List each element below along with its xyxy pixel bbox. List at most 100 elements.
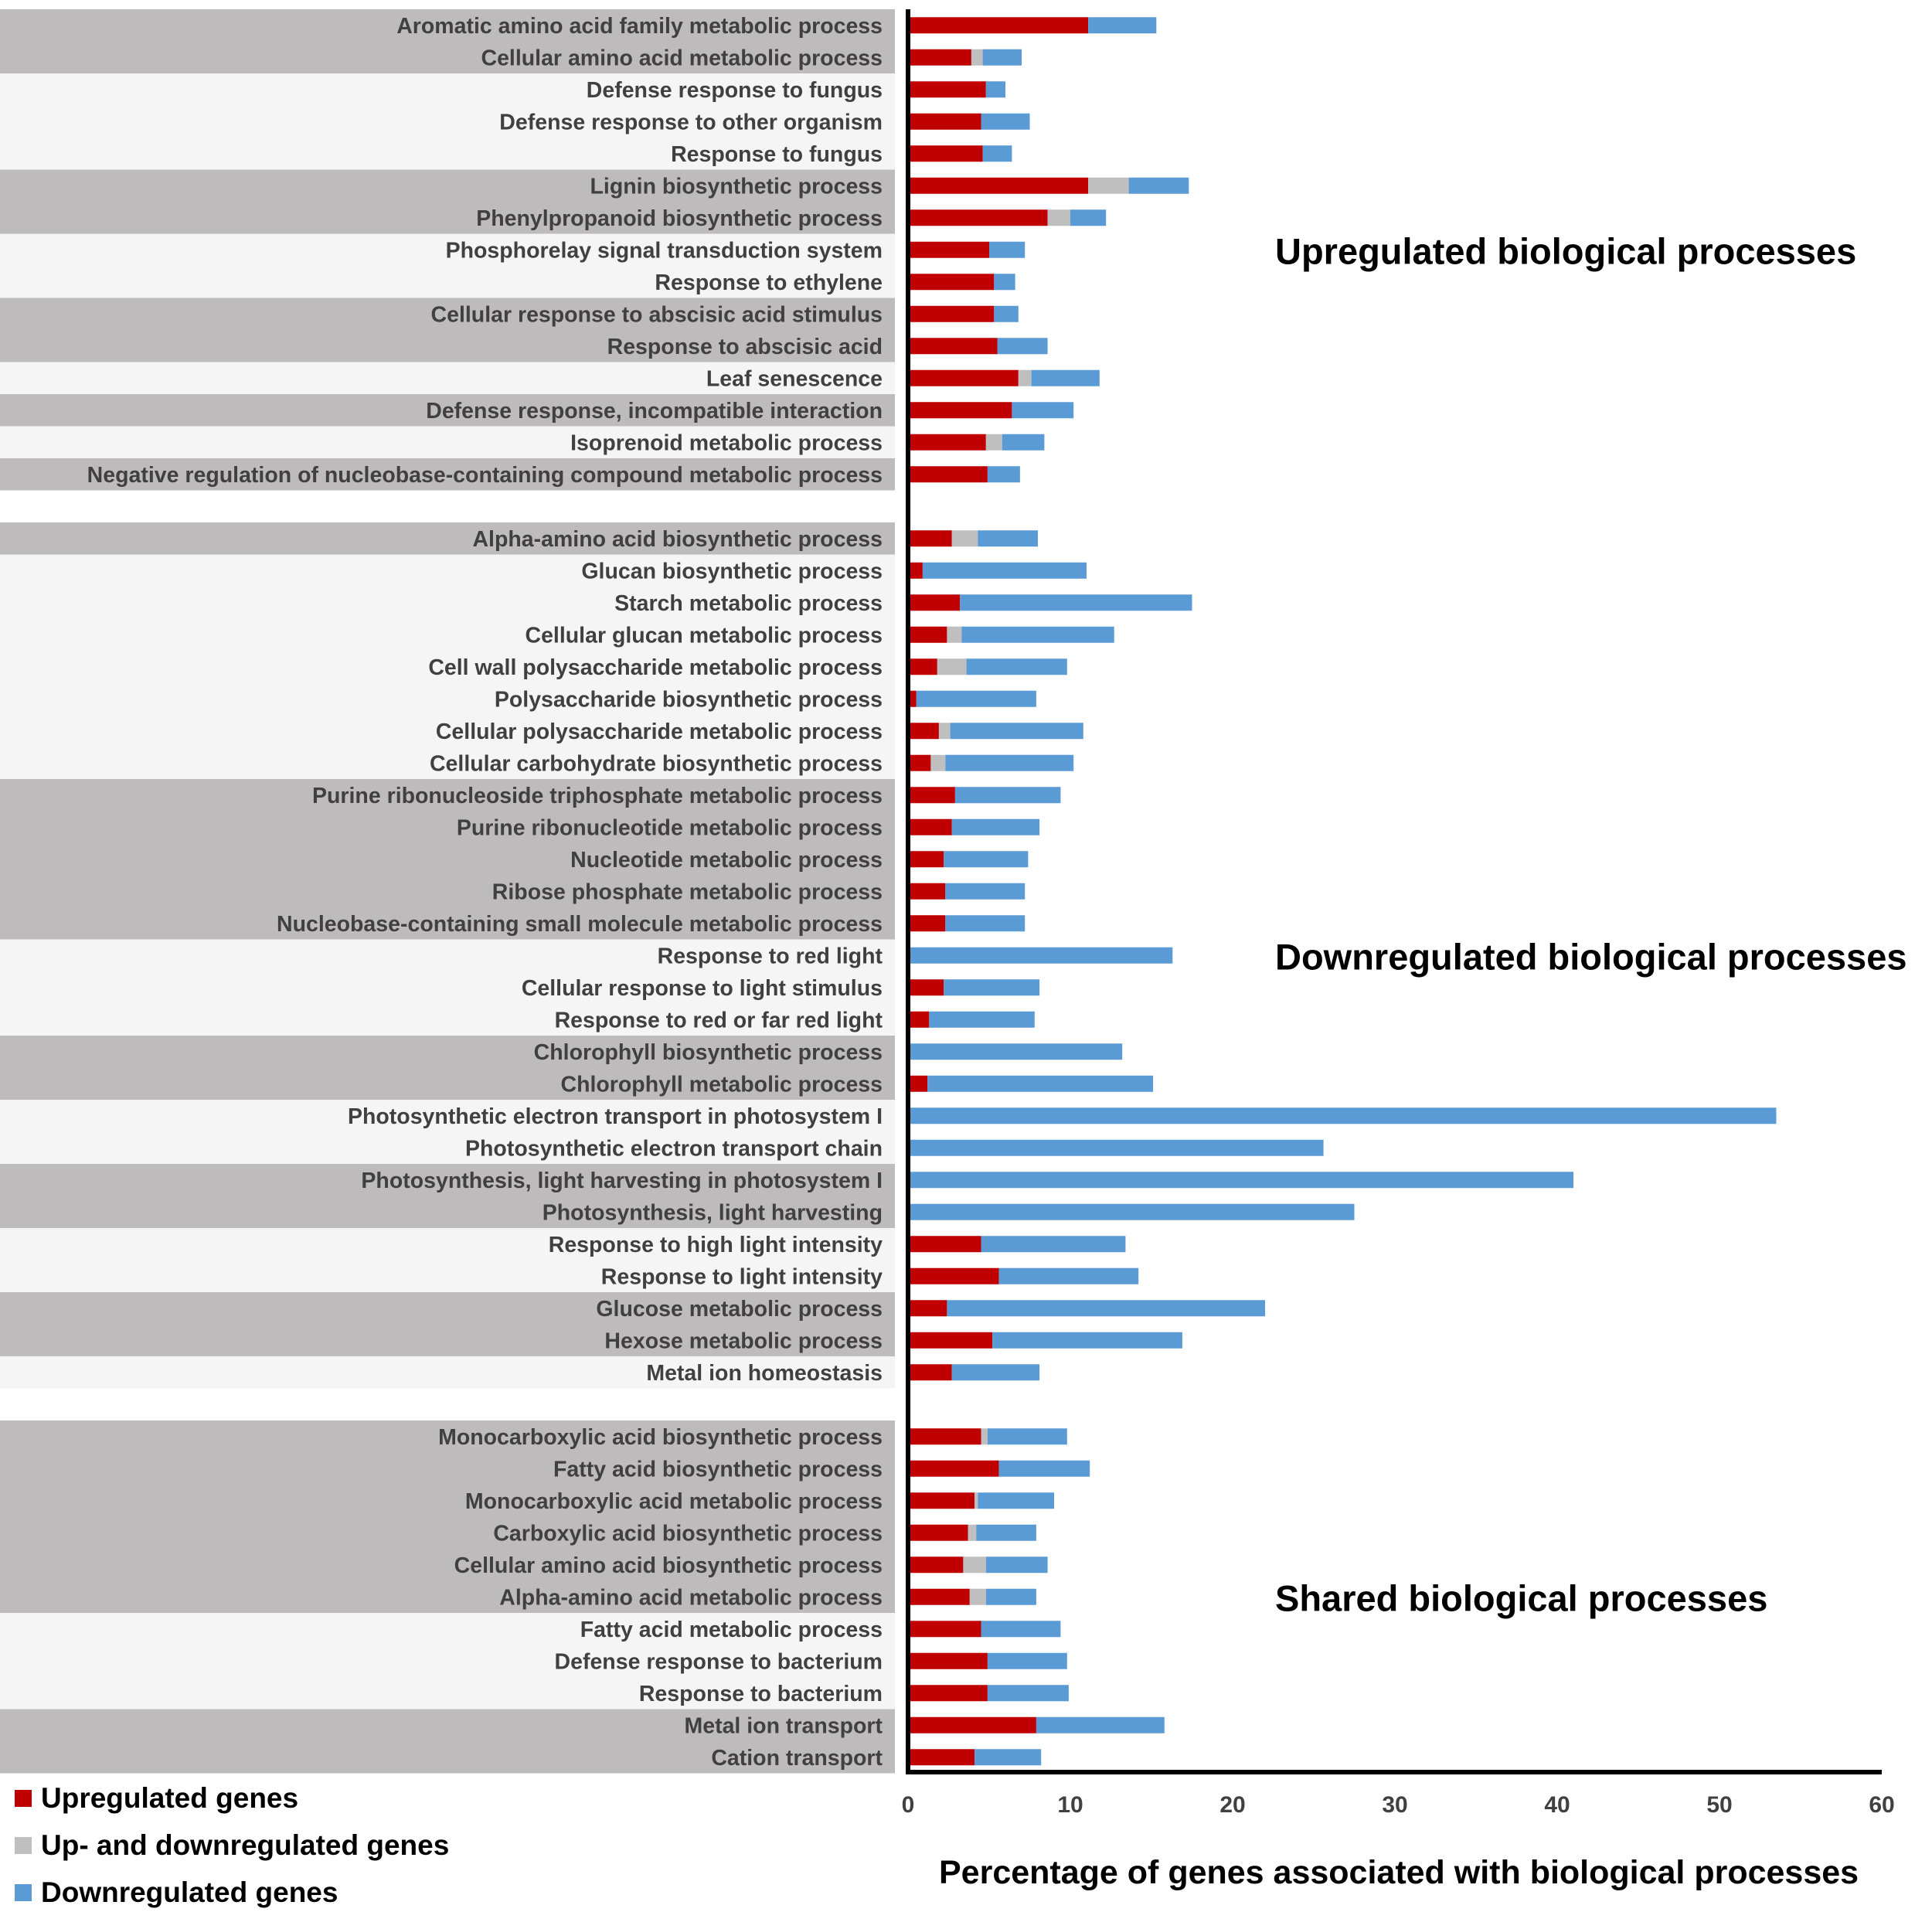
bar-up-and-down (963, 1556, 986, 1573)
category-label: Defense response to bacterium (555, 1649, 883, 1674)
bar-upregulated (908, 1011, 930, 1028)
category-label: Response to fungus (671, 142, 883, 167)
category-label: Ribose phosphate metabolic process (492, 879, 883, 904)
category-label: Carboxylic acid biosynthetic process (493, 1521, 883, 1546)
row-band (0, 1100, 895, 1132)
bar-downregulated (961, 626, 1114, 643)
category-label: Monocarboxylic acid metabolic process (465, 1489, 883, 1514)
bar-downregulated (1012, 402, 1074, 419)
bar-downregulated (945, 883, 1026, 900)
legend-swatch (15, 1884, 32, 1901)
x-tick-label: 40 (1544, 1792, 1570, 1818)
bar-upregulated (908, 851, 944, 868)
bar-downregulated (989, 241, 1026, 258)
bar-downregulated (944, 979, 1040, 996)
category-label: Defense response to fungus (587, 78, 883, 103)
row-band (0, 651, 895, 683)
x-axis-title: Percentage of genes associated with biol… (939, 1854, 1859, 1891)
row-band (0, 587, 895, 619)
bar-upregulated (908, 1332, 993, 1349)
bar-upregulated (908, 145, 983, 162)
row-band (0, 1131, 895, 1164)
bar-upregulated (908, 1524, 968, 1541)
category-label: Photosynthetic electron transport in pho… (348, 1104, 883, 1129)
bar-upregulated (908, 274, 995, 291)
row-band (0, 202, 895, 234)
category-label: Cellular carbohydrate biosynthetic proce… (430, 751, 883, 776)
bar-upregulated (908, 690, 917, 707)
bar-upregulated (908, 402, 1012, 419)
row-band (0, 715, 895, 747)
group-title: Upregulated biological processes (1275, 230, 1856, 271)
category-label: Response to high light intensity (549, 1233, 883, 1257)
bar-downregulated (1036, 1716, 1165, 1733)
bar-downregulated (1128, 177, 1189, 194)
bar-upregulated (908, 883, 946, 900)
row-band (0, 1485, 895, 1517)
category-label: Cell wall polysaccharide metabolic proce… (428, 655, 883, 680)
row-band (0, 1356, 895, 1389)
row-band (0, 394, 895, 427)
bar-upregulated (908, 594, 961, 611)
bar-upregulated (908, 818, 952, 835)
bar-downregulated (1031, 369, 1100, 386)
bar-downregulated (1070, 209, 1107, 226)
category-label: Cellular glucan metabolic process (526, 623, 883, 648)
bar-downregulated (981, 1621, 1061, 1638)
category-label: Polysaccharide biosynthetic process (495, 687, 883, 712)
row-band (0, 41, 895, 73)
bar-up-and-down (985, 434, 1002, 451)
category-label: Nucleotide metabolic process (570, 848, 883, 873)
bar-upregulated (908, 17, 1089, 34)
bar-up-and-down (1018, 369, 1032, 386)
bar-downregulated (981, 113, 1030, 130)
row-band (0, 1452, 895, 1485)
category-label: Fatty acid metabolic process (580, 1618, 883, 1642)
bar-downregulated (950, 723, 1083, 740)
x-tick-label: 20 (1219, 1792, 1245, 1818)
row-band (0, 747, 895, 779)
category-label: Metal ion transport (684, 1713, 883, 1738)
bar-downregulated (987, 1428, 1067, 1445)
bar-downregulated (908, 1139, 1324, 1156)
bar-upregulated (908, 177, 1089, 194)
bar-upregulated (908, 723, 939, 740)
bar-downregulated (954, 787, 1061, 804)
row-band (0, 458, 895, 491)
row-band (0, 233, 895, 266)
row-band (0, 1549, 895, 1581)
category-label: Cellular polysaccharide metabolic proces… (436, 720, 883, 744)
bar-upregulated (908, 1300, 947, 1317)
category-label: Cellular response to abscisic acid stimu… (431, 302, 883, 327)
category-label: Fatty acid biosynthetic process (553, 1457, 883, 1482)
x-tick-label: 60 (1869, 1792, 1894, 1818)
category-label: Response to bacterium (639, 1682, 883, 1706)
row-band (0, 1645, 895, 1677)
legend-label: Up- and downregulated genes (41, 1829, 449, 1861)
bar-up-and-down (930, 754, 946, 771)
bar-downregulated (985, 81, 1005, 98)
bar-upregulated (908, 1492, 975, 1509)
bar-upregulated (908, 979, 944, 996)
bar-upregulated (908, 1588, 970, 1605)
bar-downregulated (975, 1749, 1042, 1766)
bar-upregulated (908, 658, 937, 675)
bar-upregulated (908, 1236, 981, 1253)
row-band (0, 779, 895, 811)
group-title: Shared biological processes (1275, 1577, 1767, 1618)
row-band (0, 1003, 895, 1036)
bar-downregulated (947, 1300, 1265, 1317)
x-tick-label: 30 (1382, 1792, 1407, 1818)
category-label: Starch metabolic process (614, 591, 883, 616)
category-label: Response to abscisic acid (607, 335, 883, 359)
row-band (0, 1324, 895, 1356)
category-label: Photosynthetic electron transport chain (465, 1136, 883, 1161)
bar-up-and-down (968, 1524, 977, 1541)
bar-up-and-down (969, 1588, 986, 1605)
x-tick-label: 10 (1057, 1792, 1083, 1818)
bar-upregulated (908, 626, 947, 643)
legend-swatch (15, 1837, 32, 1854)
bar-up-and-down (1047, 209, 1070, 226)
row-band (0, 9, 895, 42)
group-title: Downregulated biological processes (1275, 936, 1906, 977)
